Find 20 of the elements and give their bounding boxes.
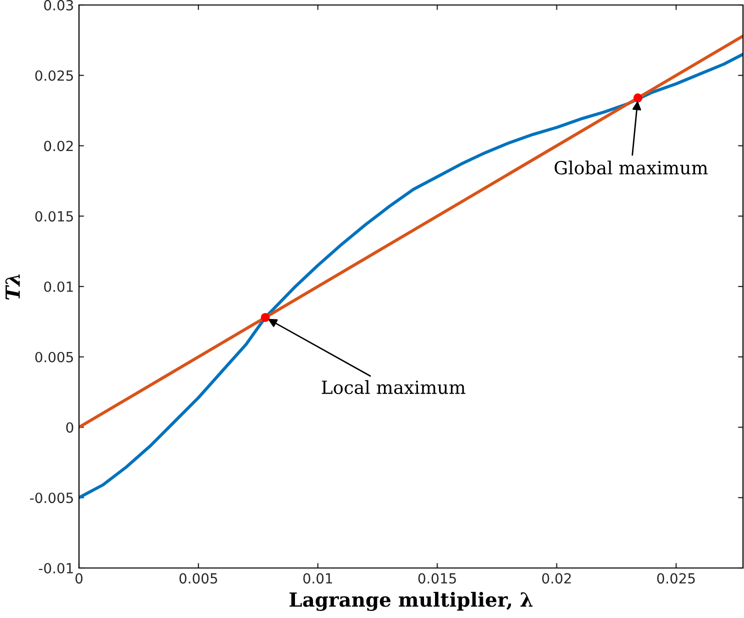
- y-tick-label: -0.005: [30, 492, 73, 504]
- x-axis-title: Lagrange multiplier, λ: [290, 592, 533, 611]
- x-tick-label: 0.01: [303, 573, 332, 584]
- y-tick-label: 0.03: [44, 0, 74, 10]
- x-tick-label: 0: [75, 573, 82, 584]
- x-tick-label: 0.02: [542, 573, 571, 584]
- y-tick-label: 0.015: [35, 211, 73, 222]
- y-tick-label: 0.005: [35, 352, 73, 362]
- x-tick-label: 0.025: [657, 573, 695, 584]
- y-tick-label: 0.025: [35, 70, 73, 81]
- y-tick-label: 0.01: [44, 281, 73, 292]
- y-tick-label: 0.02: [44, 140, 73, 152]
- y-axis-title: Tλ: [5, 274, 20, 300]
- x-tick-label: 0.015: [418, 573, 456, 584]
- y-tick-label: -0.01: [38, 562, 73, 574]
- y-tick-label: 0: [66, 422, 74, 433]
- x-tick-label: 0.005: [179, 573, 218, 584]
- annotation: Global maximum: [554, 160, 708, 175]
- annotation: Local maximum: [322, 380, 466, 394]
- line-series: [79, 52, 743, 500]
